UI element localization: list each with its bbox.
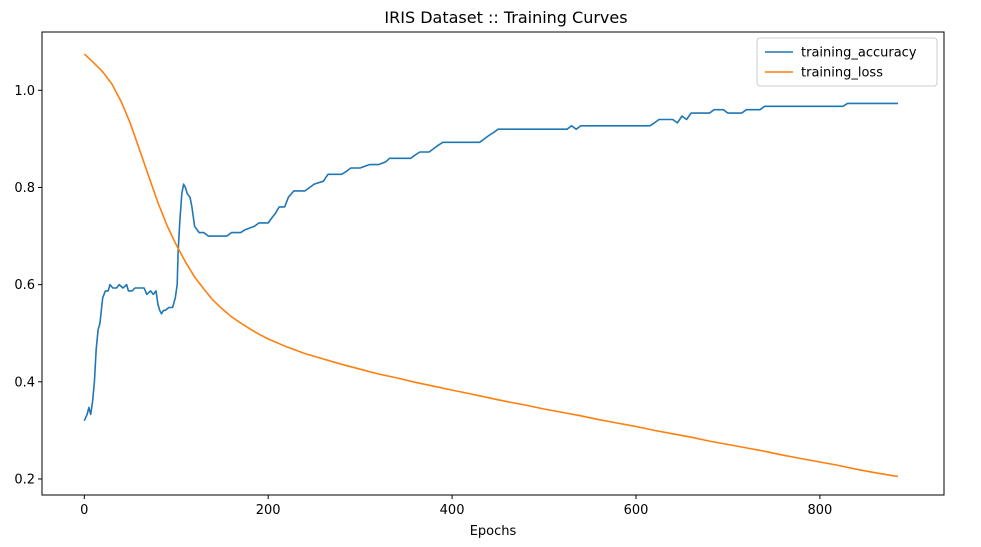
- series-line-training-loss: [83, 53, 899, 478]
- legend-label: training_loss: [801, 66, 883, 81]
- y-axis-ticks: 0.2 0.4 0.6 0.8 1.0: [14, 84, 42, 487]
- x-axis-label: Epochs: [470, 524, 517, 539]
- series-line-training-accuracy: [83, 102, 898, 422]
- x-tick-label: 400: [440, 503, 465, 518]
- plot-frame: [41, 31, 945, 496]
- y-tick-label: 0.4: [14, 375, 35, 390]
- legend: training_accuracy training_loss: [756, 37, 938, 87]
- x-tick-label: 800: [807, 503, 832, 518]
- chart-title: IRIS Dataset :: Training Curves: [384, 8, 627, 27]
- y-tick-label: 0.6: [14, 278, 35, 293]
- x-axis-ticks: 0 200 400 600 800: [80, 495, 832, 518]
- x-tick-label: 600: [624, 503, 649, 518]
- x-tick-label: 0: [80, 503, 88, 518]
- series-group: [83, 53, 899, 478]
- legend-box: [756, 37, 938, 87]
- y-tick-label: 0.2: [14, 472, 35, 487]
- plot-area: [41, 31, 945, 496]
- y-tick-label: 0.8: [14, 181, 35, 196]
- legend-label: training_accuracy: [801, 46, 917, 61]
- x-tick-label: 200: [256, 503, 281, 518]
- y-tick-label: 1.0: [14, 84, 35, 99]
